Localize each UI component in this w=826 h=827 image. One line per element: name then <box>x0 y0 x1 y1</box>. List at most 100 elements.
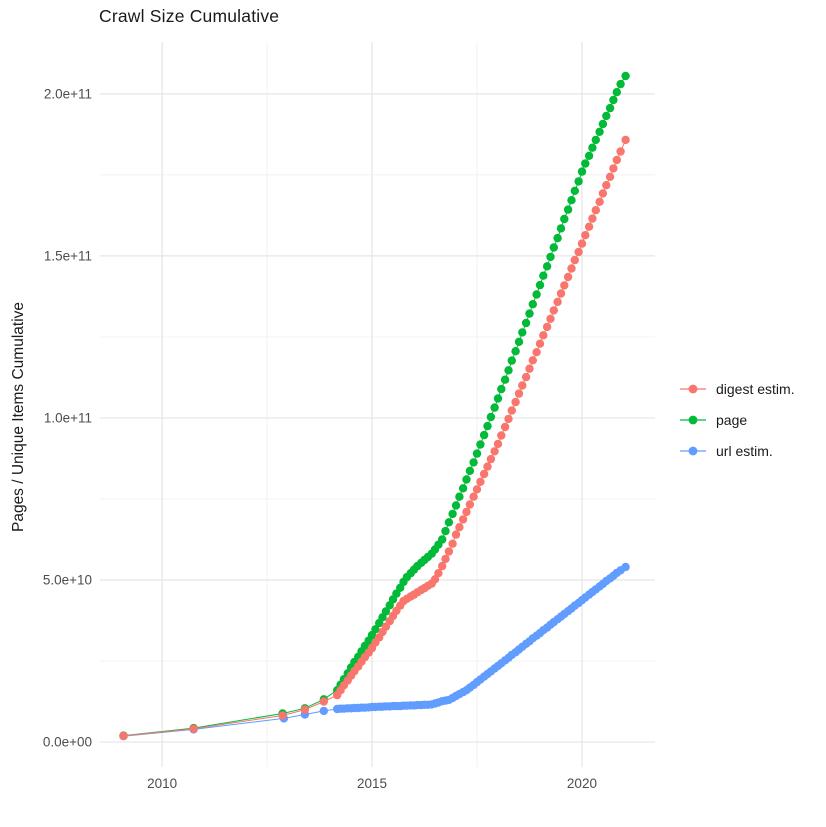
data-point <box>539 331 548 340</box>
data-point <box>612 155 621 165</box>
data-point <box>605 172 615 181</box>
data-point <box>448 509 457 519</box>
data-point <box>570 255 579 265</box>
data-point <box>612 88 621 97</box>
page-title: Crawl Size Cumulative <box>99 6 280 26</box>
data-point <box>556 224 566 233</box>
data-point <box>570 186 579 195</box>
data-point <box>518 328 527 337</box>
data-point <box>458 515 468 524</box>
data-point <box>455 523 464 532</box>
data-point <box>465 466 475 475</box>
data-point <box>574 247 583 257</box>
data-point <box>616 79 625 89</box>
data-point <box>504 366 513 375</box>
data-point <box>584 151 594 160</box>
data-point <box>521 372 531 382</box>
data-point <box>278 711 287 720</box>
data-point <box>567 264 576 273</box>
data-point <box>493 394 503 403</box>
data-point <box>497 384 506 394</box>
x-tick-label: 2020 <box>567 776 597 791</box>
data-point <box>546 314 555 323</box>
y-tick-label: 2.0e+11 <box>44 86 92 101</box>
data-point <box>300 705 310 714</box>
data-point <box>546 252 555 262</box>
data-point <box>553 297 562 307</box>
data-point <box>549 243 558 252</box>
data-point <box>605 103 615 113</box>
legend-key-url-icon <box>680 446 706 456</box>
legend-item-url: url estim. <box>678 440 795 462</box>
data-point <box>560 214 569 224</box>
data-point <box>591 206 600 215</box>
y-tick-label: 0.0e+00 <box>43 735 92 750</box>
data-point <box>462 475 471 484</box>
data-point <box>602 111 611 121</box>
data-point <box>535 280 545 290</box>
data-point <box>507 356 516 365</box>
data-point <box>500 375 510 384</box>
data-point <box>514 389 524 398</box>
legend-item-page: page <box>678 409 795 431</box>
data-point <box>469 492 478 501</box>
data-point <box>448 539 457 548</box>
data-point <box>577 167 587 176</box>
data-point <box>441 526 450 536</box>
data-point <box>119 731 128 741</box>
data-point <box>476 440 485 449</box>
data-point <box>441 554 450 564</box>
data-point <box>528 300 537 309</box>
data-point <box>472 449 482 458</box>
data-point <box>560 281 569 290</box>
data-point <box>455 492 464 501</box>
data-point <box>479 469 489 479</box>
data-point <box>595 127 604 136</box>
data-point <box>535 339 545 348</box>
y-tick-label: 5.0e+10 <box>43 572 92 587</box>
data-point <box>319 697 328 706</box>
data-point <box>476 477 485 486</box>
data-point <box>511 347 520 356</box>
data-point <box>189 724 198 733</box>
data-point <box>542 262 552 271</box>
legend-label-url: url estim. <box>716 443 773 459</box>
legend-label-digest: digest estim. <box>716 381 795 397</box>
data-point <box>430 575 440 584</box>
data-point <box>621 562 630 572</box>
data-point <box>591 135 600 145</box>
y-tick-label: 1.0e+11 <box>44 410 92 425</box>
data-point <box>451 530 461 539</box>
data-point <box>486 454 496 464</box>
data-point <box>438 561 447 571</box>
data-point <box>438 535 447 544</box>
data-point <box>588 214 597 223</box>
data-point <box>581 231 590 240</box>
data-point <box>574 177 583 186</box>
data-point <box>577 239 587 248</box>
data-point <box>621 71 630 81</box>
data-point <box>507 406 516 415</box>
y-tick-label: 1.5e+11 <box>44 248 92 263</box>
data-point <box>444 547 454 556</box>
data-point <box>434 569 443 578</box>
data-point <box>490 403 499 412</box>
data-point <box>371 625 380 634</box>
x-tick-label: 2015 <box>357 776 387 791</box>
data-point <box>444 518 454 527</box>
data-point <box>472 485 482 494</box>
data-point <box>549 306 558 315</box>
data-point <box>483 462 492 471</box>
data-point <box>556 289 566 298</box>
data-point <box>483 421 492 431</box>
data-point <box>504 414 513 424</box>
legend-label-page: page <box>716 412 748 428</box>
data-point <box>319 706 328 716</box>
data-point <box>511 397 520 407</box>
data-point <box>563 205 573 214</box>
data-point <box>588 143 597 152</box>
data-point <box>532 290 541 299</box>
data-point <box>532 348 541 357</box>
